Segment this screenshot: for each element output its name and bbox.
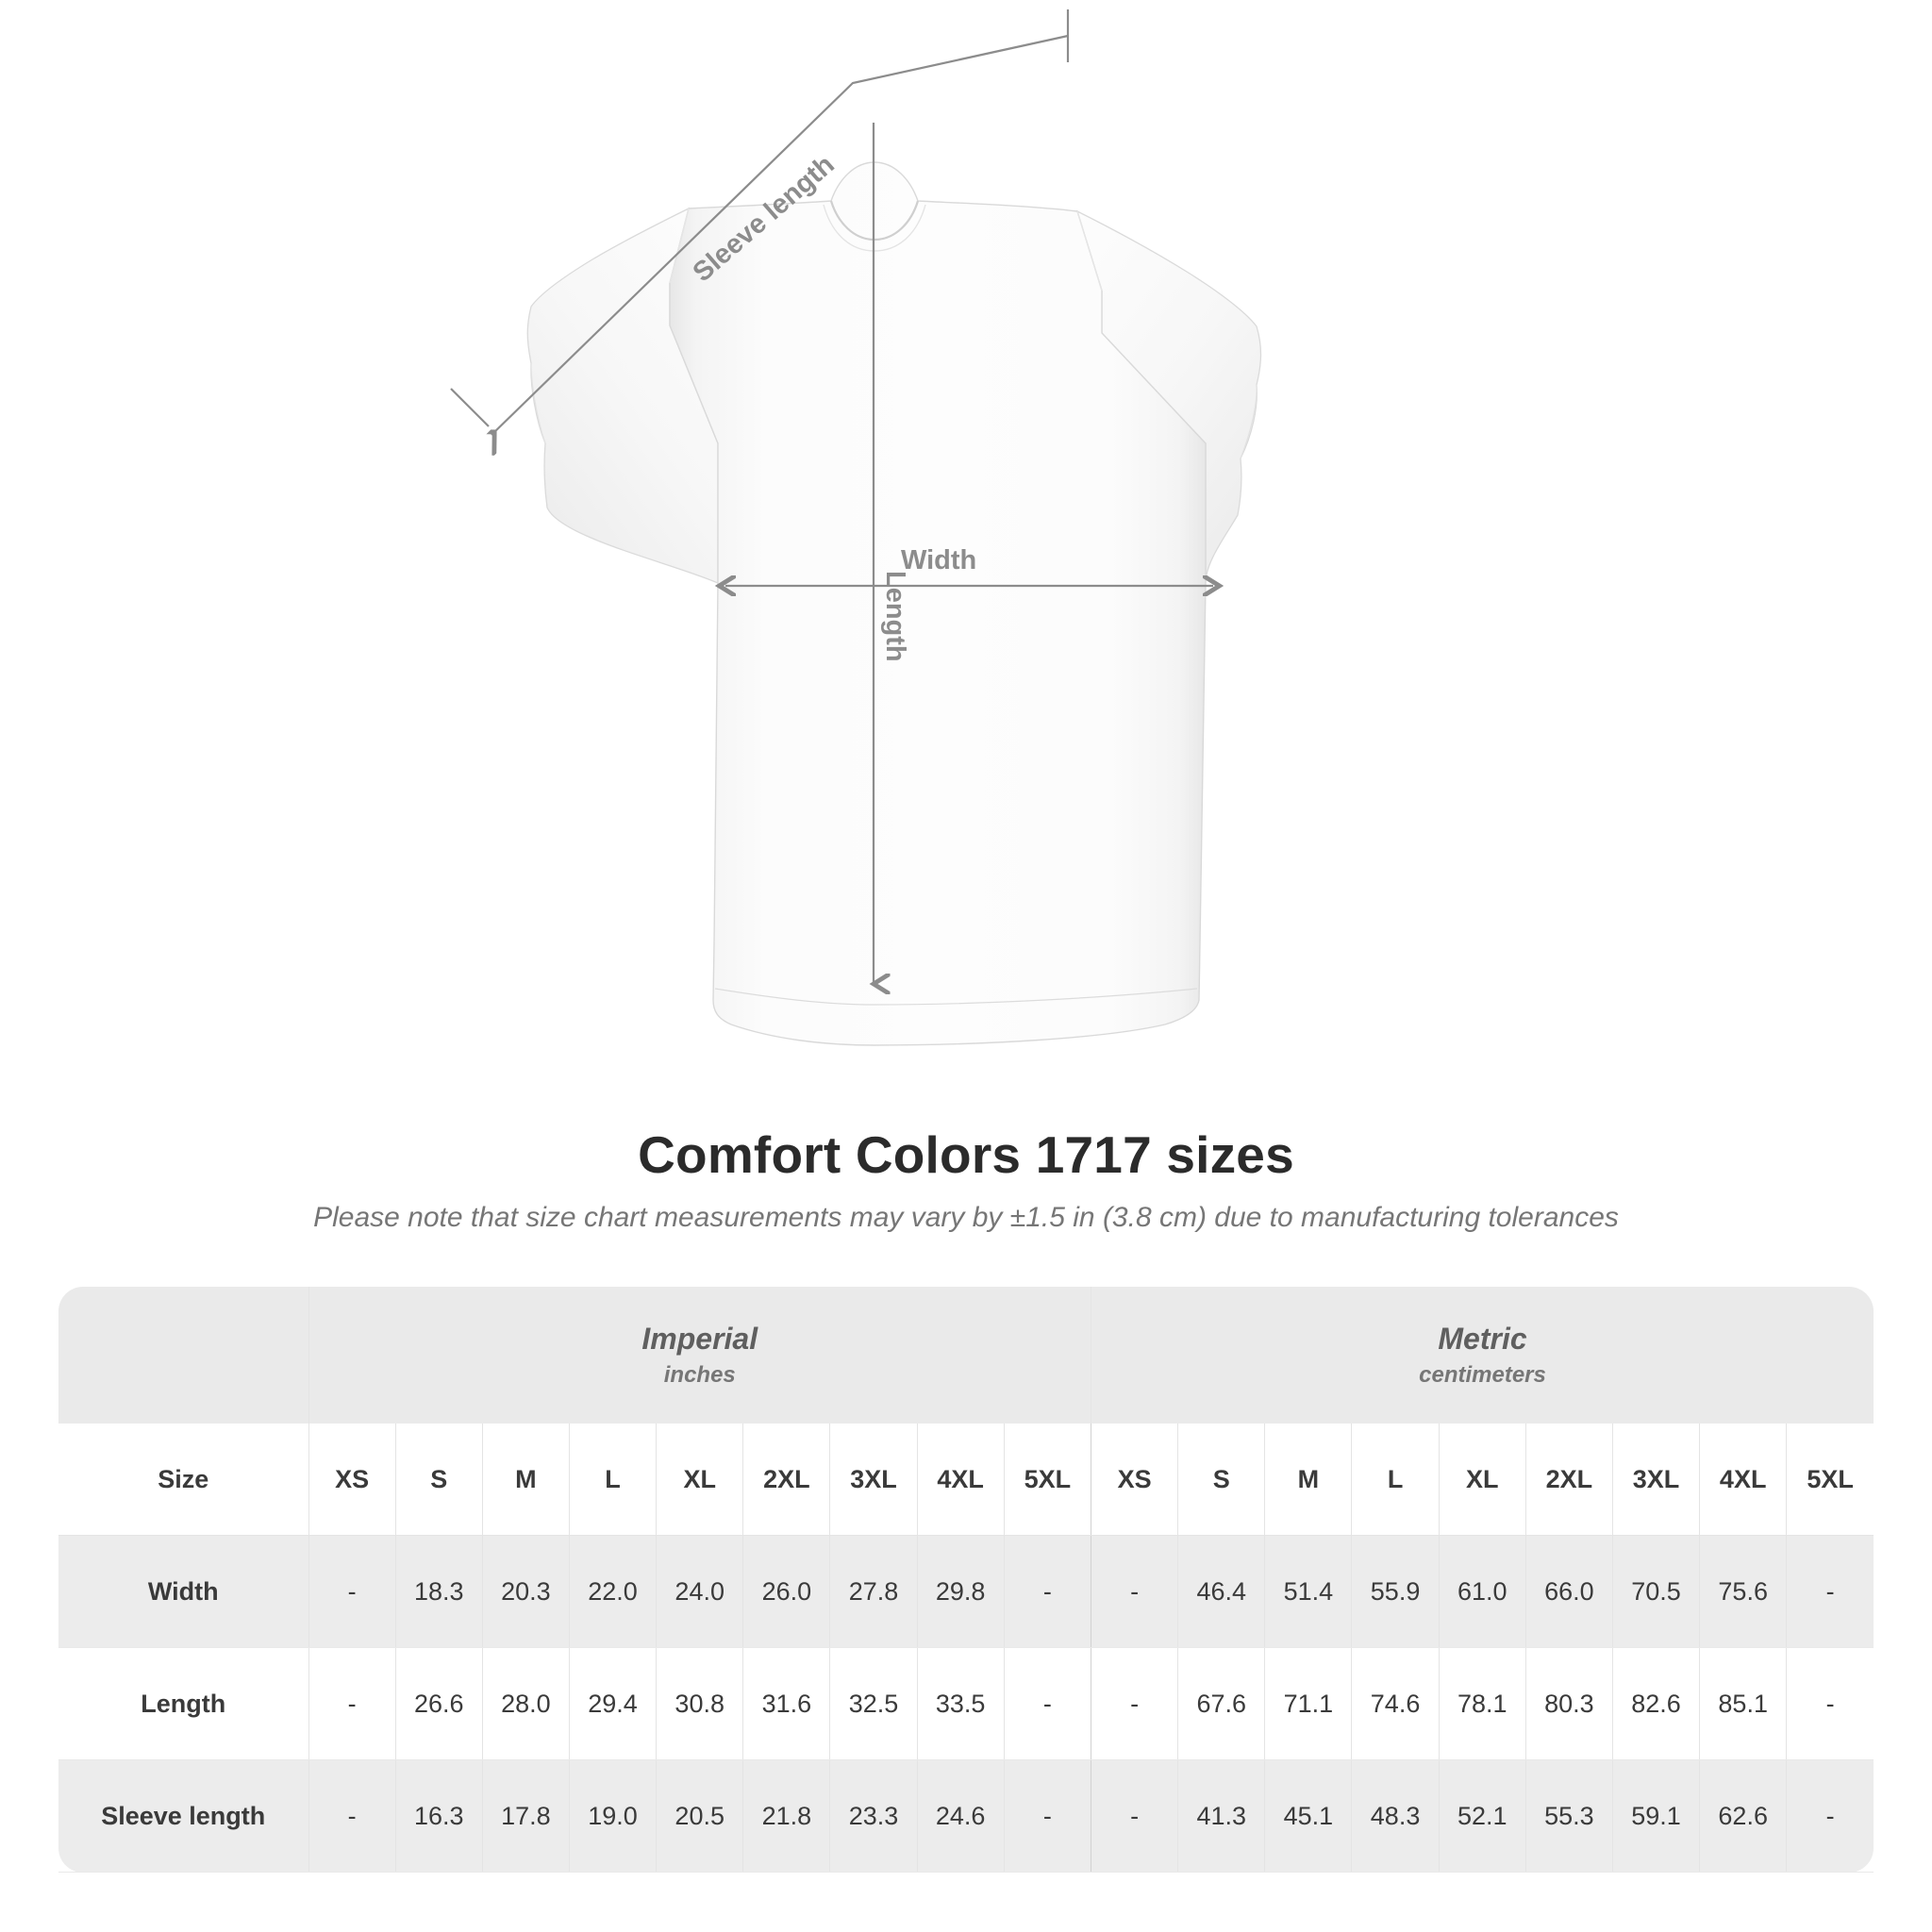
svg-text:Width: Width [901,545,976,575]
svg-text:Length: Length [880,571,910,662]
